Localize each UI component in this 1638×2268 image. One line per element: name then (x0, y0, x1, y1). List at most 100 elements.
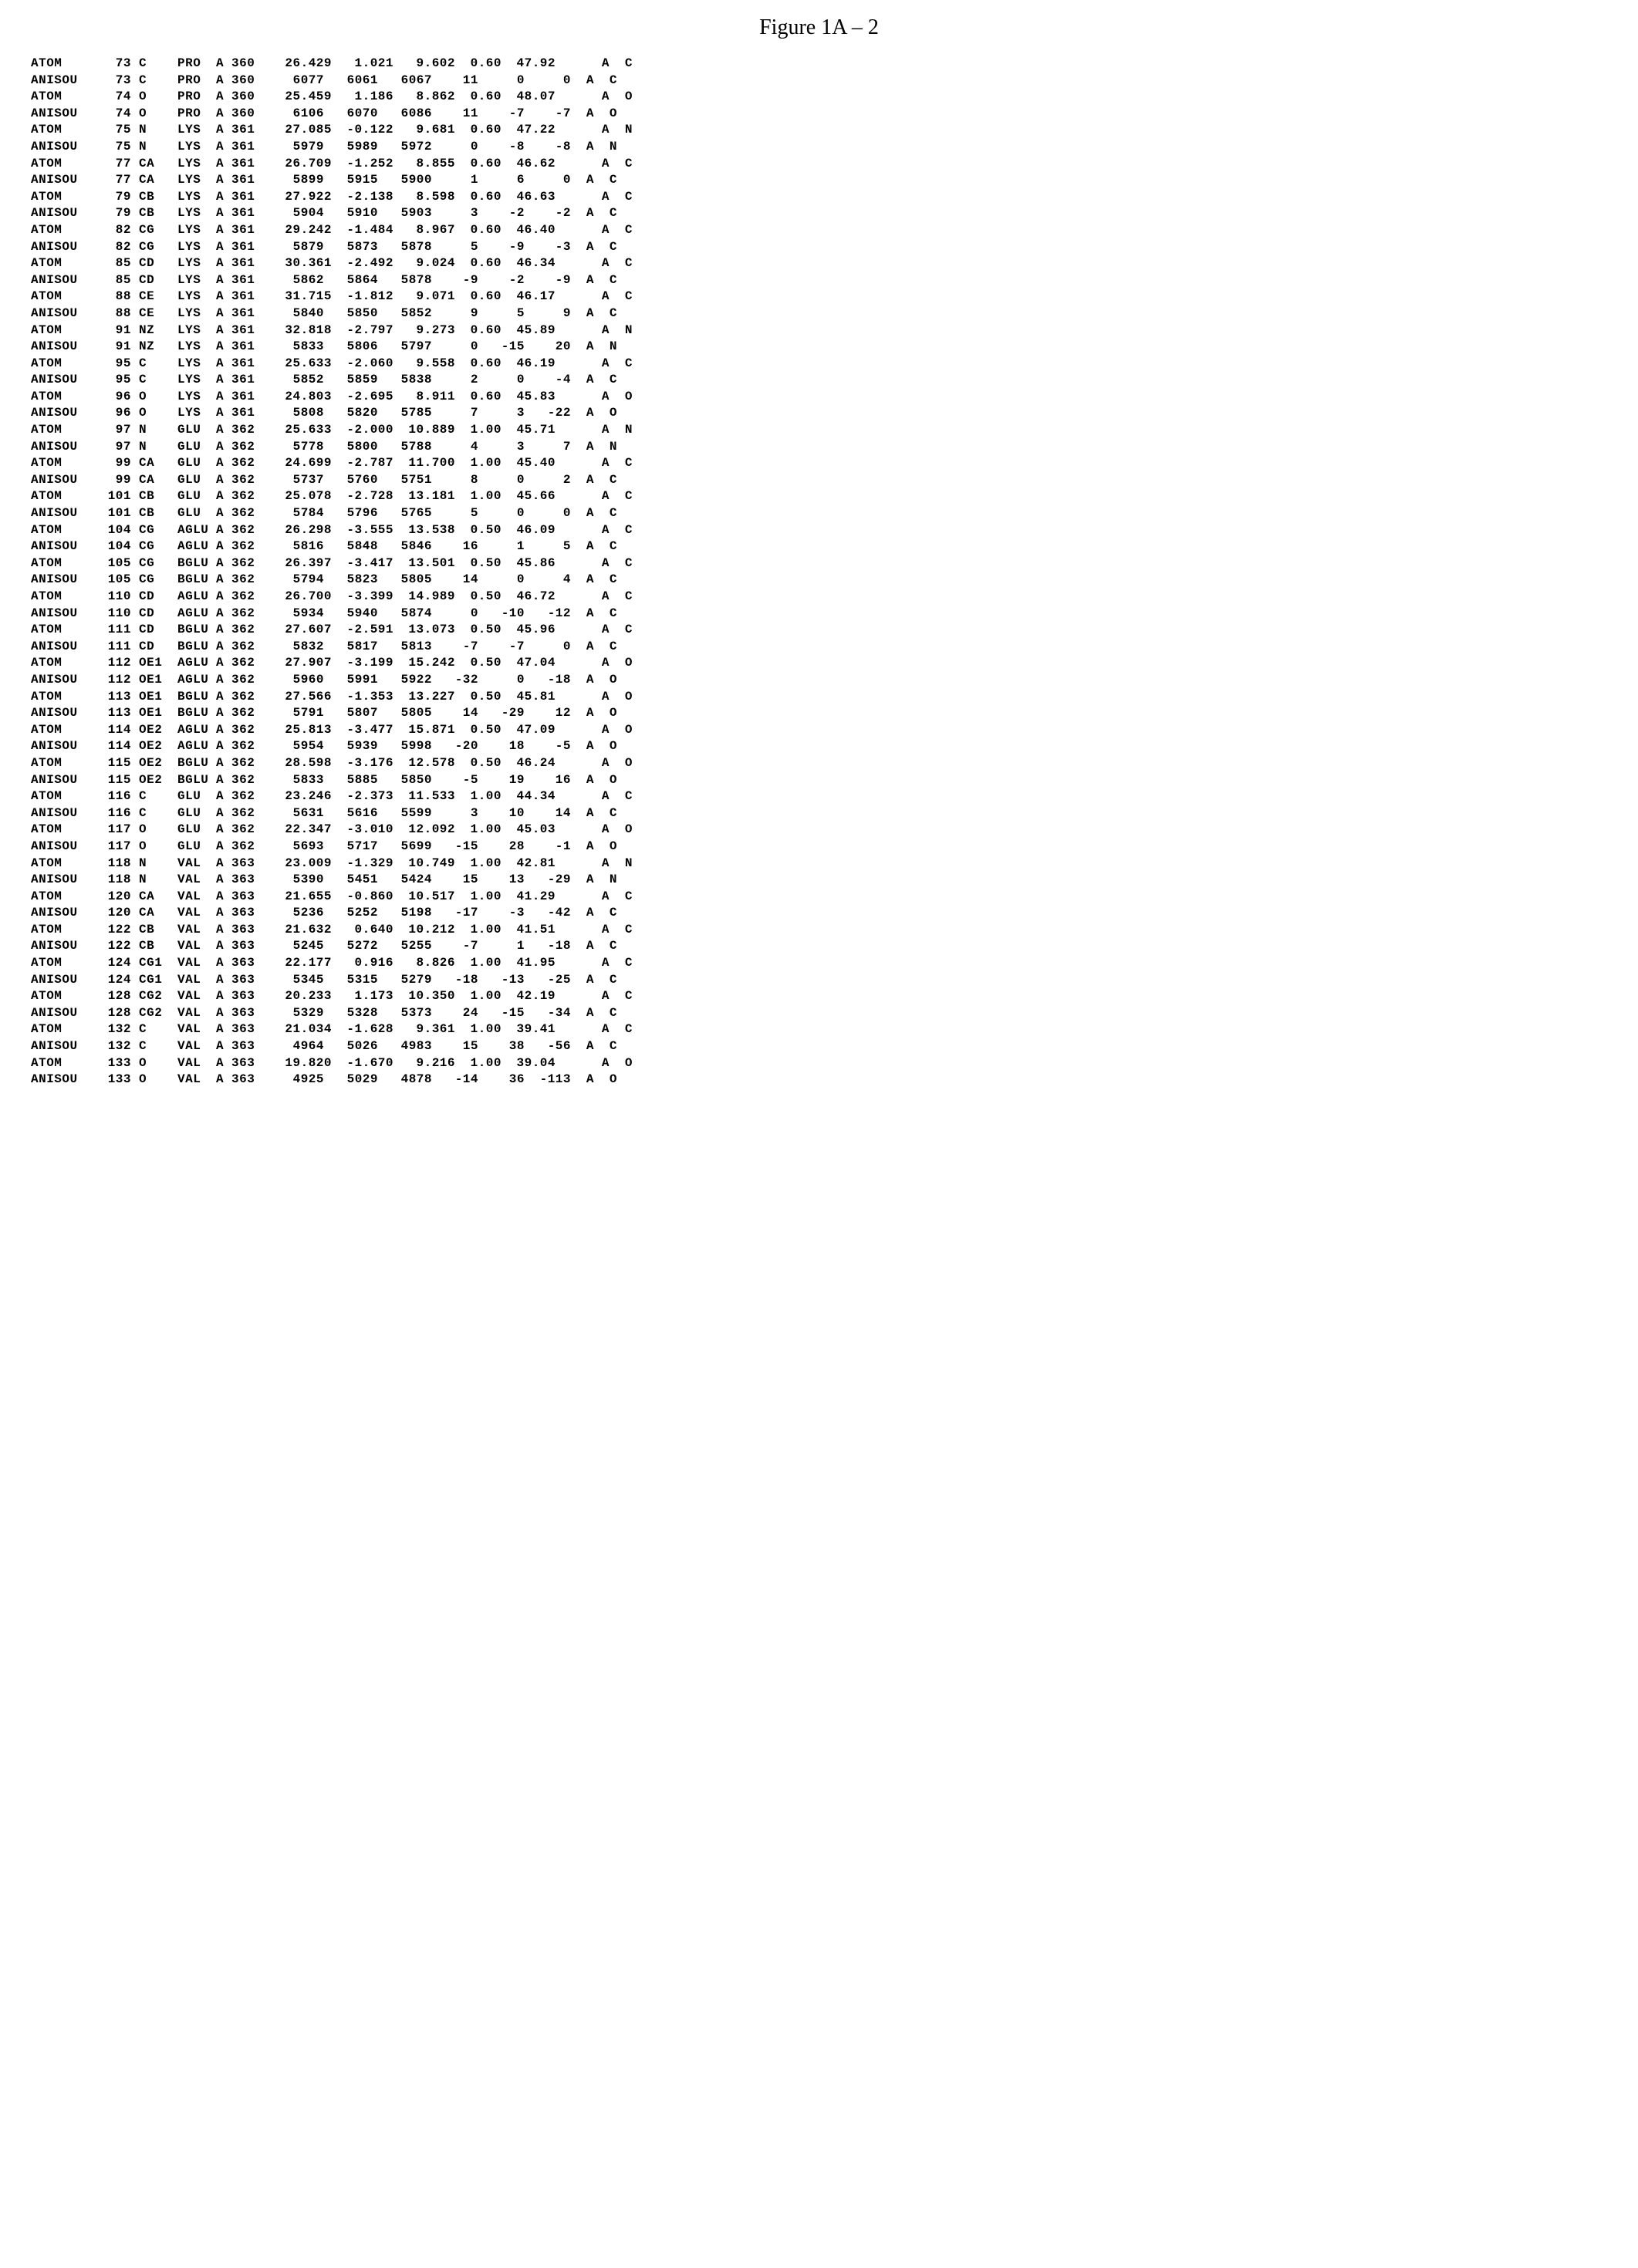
u33: 5751 (378, 472, 432, 489)
residue-name: LYS (177, 356, 216, 373)
atom-name: CG (131, 555, 177, 572)
u13: 38 (478, 1038, 525, 1055)
record-type: ATOM (31, 589, 93, 606)
residue-seq: 361 (231, 239, 270, 256)
atom-row: ATOM77CALYSA36126.709-1.2528.8550.6046.6… (31, 156, 1607, 173)
atom-name: CE (131, 305, 177, 322)
serial-number: 99 (93, 472, 131, 489)
u13: 36 (478, 1072, 525, 1088)
serial-number: 88 (93, 289, 131, 305)
chain-id: A (216, 139, 231, 156)
segment-id: A (586, 589, 610, 606)
u33: 5813 (378, 639, 432, 656)
chain-id: A (216, 472, 231, 489)
segment-id: A (571, 439, 594, 456)
residue-name: GLU (177, 455, 216, 472)
anisou-row: ANISOU113OE1BGLUA36257915807580514-2912A… (31, 705, 1607, 722)
coord-z: 8.855 (393, 156, 455, 173)
atom-name: C (131, 1021, 177, 1038)
element: N (594, 439, 617, 456)
u33: 5874 (378, 606, 432, 623)
element: O (594, 705, 617, 722)
segment-id: A (571, 73, 594, 89)
residue-seq: 363 (231, 988, 270, 1005)
residue-name: LYS (177, 205, 216, 222)
atom-name: N (131, 439, 177, 456)
segment-id: A (571, 472, 594, 489)
segment-id: A (586, 255, 610, 272)
residue-seq: 361 (231, 405, 270, 422)
serial-number: 97 (93, 439, 131, 456)
atom-name: CG (131, 222, 177, 239)
atom-name: OE2 (131, 772, 177, 789)
residue-name: PRO (177, 89, 216, 106)
element: C (594, 972, 617, 989)
atom-name: OE1 (131, 705, 177, 722)
record-type: ATOM (31, 689, 93, 706)
record-type: ATOM (31, 122, 93, 139)
u12: -5 (432, 772, 478, 789)
u11: 4964 (270, 1038, 324, 1055)
segment-id: A (586, 722, 610, 739)
element: C (594, 572, 617, 589)
coord-y: -0.122 (332, 122, 393, 139)
serial-number: 113 (93, 705, 131, 722)
record-type: ANISOU (31, 1072, 93, 1088)
atom-row: ATOM117OGLUA36222.347-3.01012.0921.0045.… (31, 822, 1607, 839)
chain-id: A (216, 822, 231, 839)
residue-seq: 361 (231, 172, 270, 189)
serial-number: 110 (93, 589, 131, 606)
segment-id: A (586, 622, 610, 639)
occupancy: 0.60 (455, 222, 502, 239)
u33: 5846 (378, 538, 432, 555)
u12: -7 (432, 639, 478, 656)
chain-id: A (216, 639, 231, 656)
atom-row: ATOM116CGLUA36223.246-2.37311.5331.0044.… (31, 788, 1607, 805)
atom-name: CA (131, 472, 177, 489)
atom-name: CA (131, 889, 177, 906)
atom-row: ATOM132CVALA36321.034-1.6289.3611.0039.4… (31, 1021, 1607, 1038)
occupancy: 0.60 (455, 356, 502, 373)
element: C (610, 255, 633, 272)
element: C (594, 1005, 617, 1022)
chain-id: A (216, 205, 231, 222)
u23: -29 (525, 872, 571, 889)
residue-name: LYS (177, 139, 216, 156)
atom-name: CB (131, 922, 177, 939)
record-type: ANISOU (31, 73, 93, 89)
u23: -18 (525, 672, 571, 689)
residue-seq: 362 (231, 805, 270, 822)
element: N (594, 139, 617, 156)
record-type: ANISOU (31, 339, 93, 356)
element: C (594, 1038, 617, 1055)
chain-id: A (216, 339, 231, 356)
temp-factor: 45.71 (502, 422, 556, 439)
chain-id: A (216, 488, 231, 505)
u13: 3 (478, 405, 525, 422)
temp-factor: 46.17 (502, 289, 556, 305)
u13: 0 (478, 472, 525, 489)
u11: 5934 (270, 606, 324, 623)
anisou-row: ANISOU133OVALA363492550294878-1436-113AO (31, 1072, 1607, 1088)
u13: -2 (478, 272, 525, 289)
residue-name: VAL (177, 905, 216, 922)
residue-seq: 363 (231, 905, 270, 922)
segment-id: A (586, 322, 610, 339)
coord-y: -3.199 (332, 655, 393, 672)
u22: 6070 (324, 106, 378, 123)
u33: 4878 (378, 1072, 432, 1088)
element: C (594, 538, 617, 555)
coord-z: 10.212 (393, 922, 455, 939)
residue-seq: 360 (231, 89, 270, 106)
atom-row: ATOM99CAGLUA36224.699-2.78711.7001.0045.… (31, 455, 1607, 472)
u33: 5788 (378, 439, 432, 456)
serial-number: 120 (93, 905, 131, 922)
residue-name: LYS (177, 189, 216, 206)
u22: 5451 (324, 872, 378, 889)
u33: 5785 (378, 405, 432, 422)
u11: 5345 (270, 972, 324, 989)
coord-x: 22.347 (270, 822, 332, 839)
segment-id: A (571, 339, 594, 356)
record-type: ANISOU (31, 772, 93, 789)
u23: 16 (525, 772, 571, 789)
